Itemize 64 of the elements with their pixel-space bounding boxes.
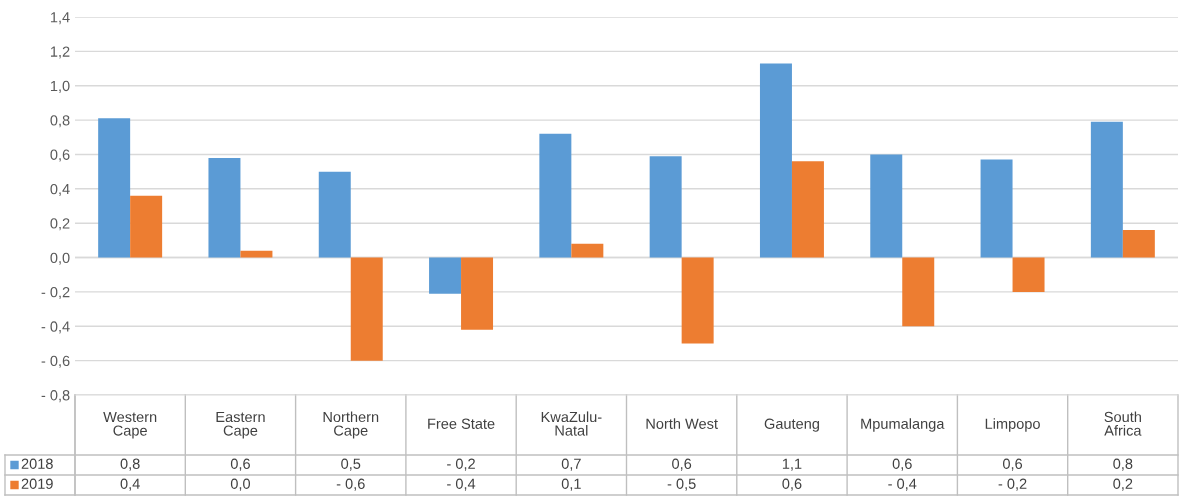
legend-label: 2019 (21, 478, 53, 489)
data-label: 0,6 (230, 458, 250, 471)
bar (461, 257, 494, 330)
data-label: - 0,4 (888, 478, 917, 491)
legend-label: 2018 (21, 458, 53, 469)
x-tick-label: Eastern Cape (216, 411, 265, 439)
y-tick-label: 0,6 (50, 149, 70, 162)
y-tick-label: 0,0 (50, 252, 70, 265)
data-label: - 0,4 (447, 478, 476, 491)
x-tick-label: Western Cape (103, 411, 157, 439)
y-tick-label: - 0,8 (41, 390, 70, 403)
y-tick-label: 1,0 (50, 80, 70, 93)
bar (429, 257, 462, 294)
y-tick-label: 1,4 (50, 12, 70, 25)
y-tick-label: 0,8 (50, 115, 70, 128)
data-label: 0,1 (561, 478, 581, 491)
x-tick-label: Free State (428, 418, 495, 429)
data-label: 0,6 (1002, 458, 1023, 471)
data-label: 0,2 (1113, 478, 1133, 491)
data-label: - 0,2 (998, 478, 1027, 491)
bar (870, 154, 903, 258)
bar (539, 133, 572, 258)
data-label: - 0,5 (667, 478, 696, 491)
bar (649, 156, 682, 258)
bar (98, 118, 131, 258)
data-label: 0,8 (120, 458, 140, 471)
bar (571, 243, 604, 258)
x-tick-label: Limpopo (985, 418, 1040, 432)
bar (1122, 230, 1155, 258)
bar (681, 257, 714, 344)
x-tick-label: Gauteng (764, 418, 819, 432)
bar (980, 159, 1013, 258)
bar (130, 195, 163, 258)
data-label: 0,6 (672, 458, 692, 471)
data-label: 0,4 (120, 478, 140, 491)
x-tick-label: KwaZulu-Natal (541, 411, 602, 436)
bar (791, 161, 824, 258)
x-tick-label: Northern Cape (323, 411, 379, 439)
data-label: 0,5 (341, 458, 361, 471)
bar (208, 157, 241, 258)
x-tick-label: Mpumalanga (861, 418, 945, 432)
y-tick-label: 0,4 (50, 183, 70, 196)
data-label: 0,7 (561, 458, 581, 471)
y-tick-label: 0,2 (50, 218, 70, 231)
bar (318, 171, 351, 258)
bar (759, 63, 792, 258)
bar (350, 257, 383, 361)
y-tick-label: 1,2 (50, 46, 70, 59)
data-label: 1,1 (782, 458, 802, 471)
y-tick-label: - 0,2 (41, 287, 70, 300)
bar (1012, 257, 1045, 292)
bar (1090, 121, 1123, 258)
x-tick-label: South Africa (1104, 411, 1142, 436)
data-label: 0,8 (1113, 458, 1133, 471)
data-label: 0,0 (230, 478, 251, 491)
data-label: - 0,6 (336, 478, 365, 491)
y-tick-label: - 0,4 (41, 321, 70, 334)
data-label: 0,6 (892, 458, 912, 471)
data-label: - 0,2 (447, 458, 475, 471)
y-tick-label: - 0,6 (41, 355, 70, 368)
bar (902, 257, 935, 327)
data-label: 0,6 (782, 478, 802, 491)
x-tick-label: North West (646, 418, 718, 429)
bar (240, 250, 273, 258)
